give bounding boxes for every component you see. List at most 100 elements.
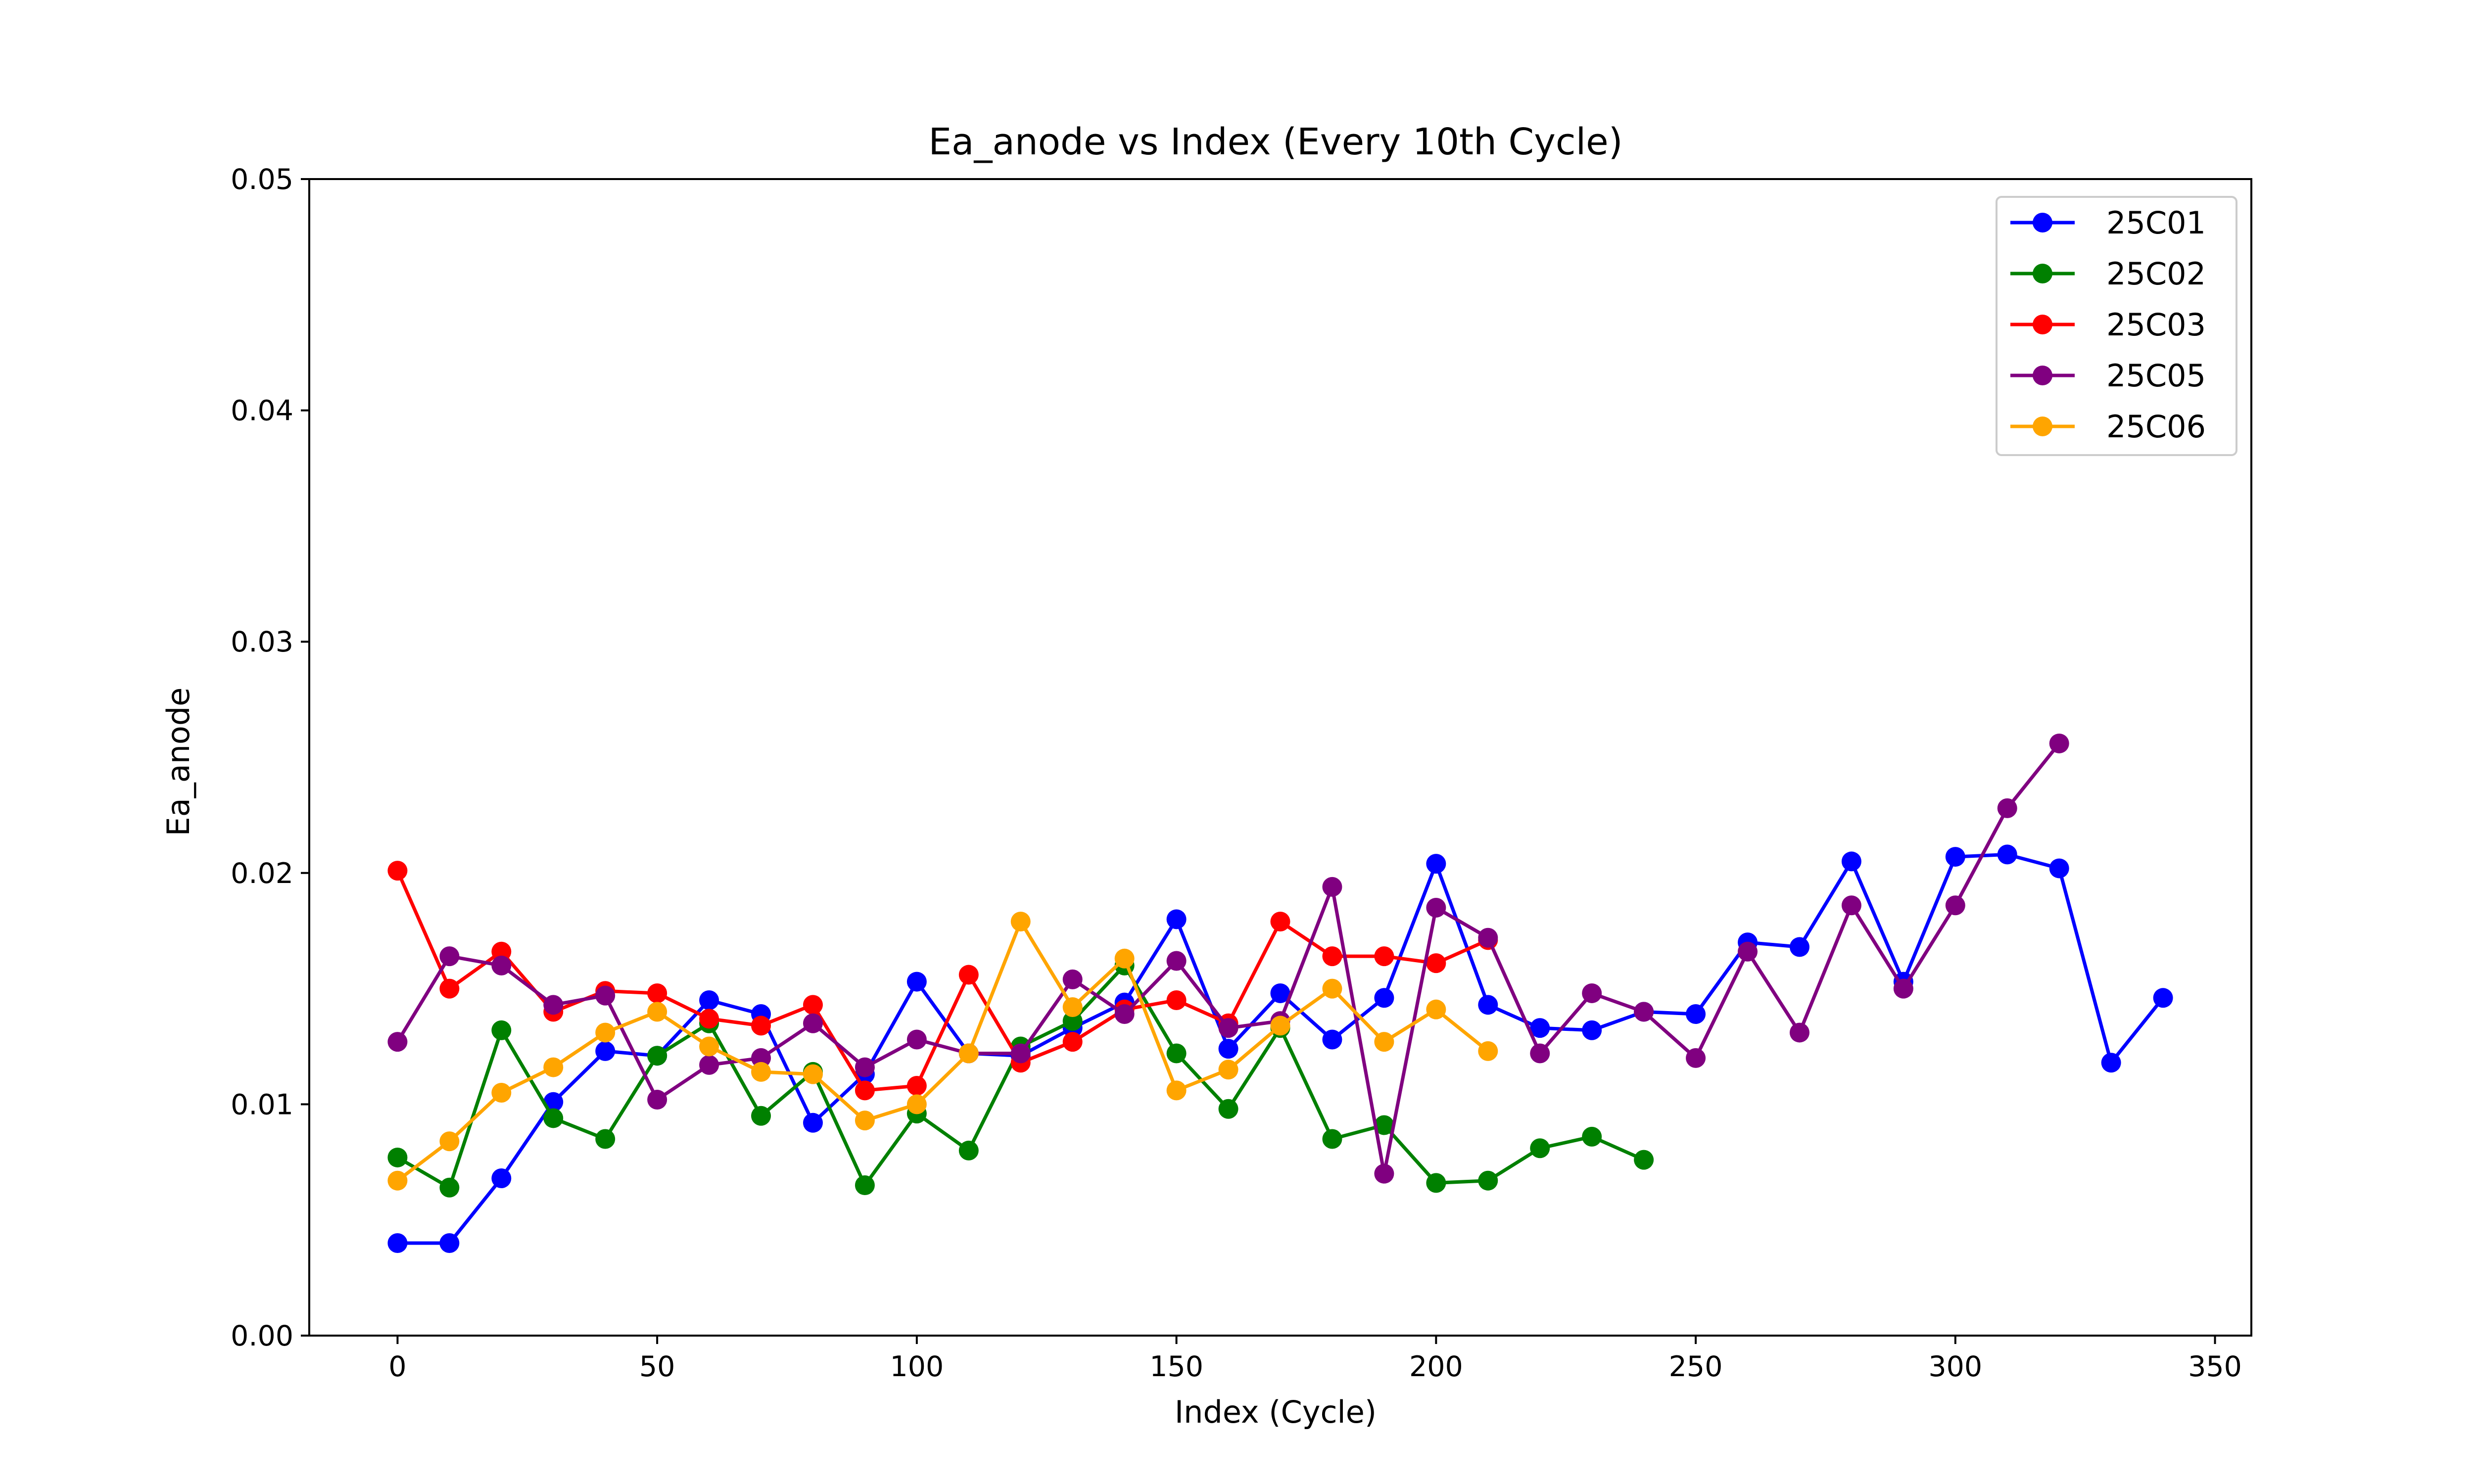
data-point-25C02 [1166,1043,1187,1064]
data-point-25C02 [751,1106,771,1126]
data-point-25C06 [1114,948,1135,969]
data-point-25C01 [439,1233,460,1253]
x-tick-label: 200 [1409,1350,1463,1383]
data-point-25C06 [855,1111,875,1131]
data-point-25C02 [491,1020,512,1040]
y-axis: 0.00 0.01 0.02 0.03 0.04 0.05 [231,163,309,1352]
y-tick-label: 0.03 [231,626,293,658]
data-point-25C05 [1218,1018,1238,1038]
data-point-25C03 [1270,911,1290,931]
y-tick-label: 0.02 [231,857,293,890]
data-point-25C01 [1478,995,1498,1015]
series-layer [387,733,2173,1253]
data-point-25C02 [1634,1150,1654,1170]
data-point-25C03 [1426,953,1446,974]
data-point-25C03 [1374,946,1394,967]
data-point-25C05 [1738,941,1758,962]
data-point-25C06 [906,1094,927,1114]
data-point-25C01 [595,1041,616,1061]
data-point-25C06 [1426,999,1446,1020]
x-tick-label: 350 [2188,1350,2242,1383]
data-point-25C03 [751,1016,771,1036]
data-point-25C01 [1945,847,1965,867]
plot-frame [308,178,2252,1337]
x-tick-label: 150 [1149,1350,1203,1383]
x-tick-label: 50 [639,1350,675,1383]
data-point-25C05 [1841,895,1861,916]
legend-marker [2033,264,2052,283]
y-tick-label: 0.01 [231,1088,293,1121]
series-25C06 [387,911,1498,1191]
series-25C05 [387,733,2069,1184]
data-point-25C06 [958,1043,979,1064]
data-point-25C02 [855,1175,875,1196]
data-point-25C05 [1893,978,1913,999]
legend-label: 25C03 [2106,307,2206,343]
data-point-25C02 [1322,1129,1342,1149]
data-point-25C01 [803,1113,823,1133]
data-point-25C01 [1530,1018,1550,1038]
data-point-25C05 [1686,1048,1706,1068]
data-point-25C02 [1218,1099,1238,1119]
data-point-25C01 [1686,1004,1706,1024]
data-point-25C06 [699,1036,719,1057]
legend: 25C01 25C02 25C03 25C05 25C06 [1996,196,2237,456]
data-point-25C05 [2049,733,2069,753]
legend-label: 25C06 [2106,409,2206,445]
data-point-25C03 [1322,946,1342,967]
data-point-25C05 [1997,798,2017,818]
data-point-25C02 [1374,1115,1394,1135]
data-point-25C01 [491,1168,512,1189]
data-point-25C05 [906,1029,927,1050]
legend-label: 25C05 [2106,358,2206,394]
data-point-25C05 [751,1048,771,1068]
data-point-25C01 [1997,844,2017,865]
data-point-25C06 [1062,997,1083,1018]
x-tick-label: 0 [388,1350,406,1383]
data-point-25C01 [2049,858,2069,879]
data-point-25C05 [491,955,512,975]
data-point-25C06 [1166,1080,1187,1101]
data-point-25C05 [595,985,616,1006]
legend-item-25C03: 25C03 [2010,307,2206,343]
data-point-25C06 [1270,1016,1290,1036]
data-point-25C05 [1426,897,1446,918]
data-point-25C01 [699,990,719,1010]
x-tick-label: 100 [890,1350,944,1383]
data-point-25C05 [803,1013,823,1033]
data-point-25C01 [1789,937,1809,957]
data-point-25C01 [906,972,927,992]
legend-item-25C06: 25C06 [2010,409,2206,445]
legend-marker [2033,315,2052,334]
data-point-25C06 [1010,911,1031,931]
data-point-25C05 [1789,1022,1809,1043]
data-point-25C05 [1582,983,1602,1003]
data-point-25C02 [958,1140,979,1160]
data-point-25C06 [543,1057,564,1077]
data-point-25C02 [647,1046,667,1066]
x-axis-label: Index (Cycle) [1175,1394,1377,1430]
legend-item-25C01: 25C01 [2010,205,2206,241]
y-axis-label: Ea_anode [160,688,196,836]
data-point-25C06 [803,1064,823,1084]
data-point-25C03 [803,995,823,1015]
data-point-25C01 [1166,909,1187,929]
data-point-25C06 [751,1062,771,1082]
legend-item-25C02: 25C02 [2010,256,2206,292]
data-point-25C06 [1322,978,1342,999]
data-point-25C06 [1478,1041,1498,1061]
y-tick-label: 0.04 [231,395,293,427]
data-point-25C01 [1270,983,1290,1003]
data-point-25C05 [387,1032,408,1052]
legend-marker [2033,213,2052,232]
legend-label: 25C01 [2106,205,2206,241]
data-point-25C01 [1374,988,1394,1008]
data-point-25C01 [2101,1053,2121,1073]
data-point-25C03 [958,965,979,985]
data-point-25C05 [647,1090,667,1110]
series-line-25C06 [396,920,1489,1182]
y-tick-label: 0.00 [231,1320,293,1352]
data-point-25C02 [1582,1126,1602,1147]
data-point-25C01 [1322,1029,1342,1050]
data-point-25C02 [1530,1138,1550,1159]
